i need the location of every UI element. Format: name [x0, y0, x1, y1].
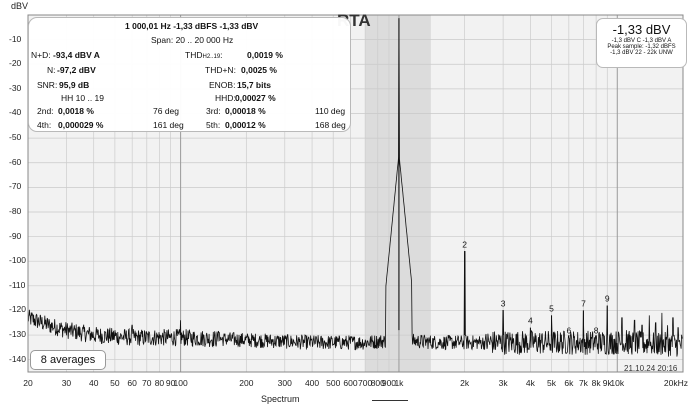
x-tick-label: 100: [173, 378, 188, 388]
thdn-value: 0,0025 %: [241, 65, 277, 75]
harmonic-label: 8: [594, 326, 599, 336]
y-tick-label: -10: [9, 33, 22, 44]
x-tick-label: 6k: [564, 378, 574, 388]
x-tick-label: 50: [110, 378, 120, 388]
harmonic-label: 7: [581, 298, 586, 308]
hh-label: HH 10 .. 19: [61, 93, 104, 103]
y-tick-label: -20: [9, 58, 22, 69]
y-tick-label: -40: [9, 107, 22, 118]
enob-value: 15,7 bits: [237, 80, 272, 90]
thd-value: 0,0019 %: [247, 50, 283, 60]
averages-button[interactable]: 8 averages: [30, 350, 106, 370]
x-tick-label: 90: [165, 378, 176, 388]
x-tick-label: 800: [370, 378, 385, 388]
thdn-label: THD+N:: [205, 65, 236, 75]
enob-label: ENOB:: [209, 80, 236, 90]
x-tick-label: 3k: [498, 378, 508, 388]
h5-label: 5th:: [206, 120, 221, 130]
hhd-label: HHD:: [215, 93, 236, 103]
x-tick-label: 400: [304, 378, 320, 388]
thd-label-sub: H2..19: [202, 54, 221, 60]
x-tick-label: 4k: [525, 378, 535, 388]
spectrum-trace: [27, 18, 684, 357]
y-tick-label: -80: [9, 205, 22, 216]
x-tick-label: 60: [127, 378, 137, 388]
level-line2: -1,3 dBV C -1,3 dBV A: [611, 38, 672, 44]
x-tick-label: 200: [239, 378, 254, 388]
harmonic-label: 4: [528, 316, 533, 326]
x-tick-label: 700: [358, 378, 373, 388]
harmonic-label: 3: [501, 298, 506, 308]
h2-phase: 76 deg: [153, 106, 179, 116]
x-tick-label: 900: [381, 378, 397, 388]
y-tick-label: -60: [9, 156, 22, 167]
n-label: N:: [47, 65, 56, 75]
harmonic-labels: 2 3 4 5 6 7 8 9: [462, 239, 610, 338]
x-tick-label: 600: [343, 378, 358, 388]
h5-phase: 168 deg: [315, 120, 346, 130]
harmonic-label: 9: [605, 294, 610, 304]
h3-label: 3rd:: [206, 106, 221, 116]
legend-line: [372, 400, 408, 401]
y-axis-title: dBV: [11, 1, 29, 11]
snr-value: 95,9 dB: [59, 80, 90, 90]
h5-value: 0,00012 %: [225, 120, 266, 130]
y-tick-label: -100: [9, 255, 27, 266]
x-tick-label: 10k: [610, 378, 625, 388]
x-tick-label: 5k: [547, 378, 557, 388]
h3-phase: 110 deg: [315, 106, 346, 116]
npd-value: -93,4 dBV A: [53, 50, 100, 60]
y-tick-label: -110: [9, 279, 26, 290]
h4-value: 0,000029 %: [58, 120, 104, 130]
x-tick-label: 500: [326, 378, 341, 388]
harmonic-label: 5: [549, 303, 554, 313]
snr-label: SNR:: [37, 80, 58, 90]
x-tick-label: 70: [142, 378, 152, 388]
hhd-value: 0,00027 %: [235, 93, 276, 103]
x-tick-label: 20kHz: [663, 378, 688, 388]
h4-phase: 161 deg: [153, 120, 184, 130]
thd-label: THDH2..19:: [185, 50, 223, 60]
n-value: -97,2 dBV: [57, 65, 96, 75]
x-tick-label: 300: [277, 378, 292, 388]
x-tick-label: 7k: [578, 378, 588, 388]
highlight-band: [365, 15, 431, 372]
y-tick-label: -140: [9, 353, 27, 364]
level-line4: -1,3 dBV 22 - 22k UNW: [610, 50, 673, 56]
npd-label: N+D:: [31, 50, 51, 60]
y-tick-label: -70: [9, 181, 22, 192]
y-tick-label: -120: [9, 304, 27, 315]
x-tick-label: 40: [88, 378, 99, 388]
y-tick-label: -130: [9, 329, 27, 340]
x-axis-title: Spectrum: [261, 394, 300, 404]
measurement-panel: 1 000,01 Hz -1,33 dBFS -1,33 dBV Span: 2…: [28, 17, 351, 132]
y-tick-label: -50: [9, 132, 22, 143]
harmonic-label: 2: [462, 239, 467, 249]
x-tick-label: 1k: [394, 378, 404, 388]
spectrum-line: [27, 18, 684, 357]
x-tick-label: 30: [61, 378, 72, 388]
h2-value: 0,0018 %: [58, 106, 94, 116]
x-tick-label: 9k: [602, 378, 612, 388]
y-tick-label: -90: [9, 230, 22, 241]
h2-label: 2nd:: [37, 106, 54, 116]
level-readout: -1,33 dBV -1,3 dBV C -1,3 dBV A Peak sam…: [596, 18, 687, 68]
span-label: Span: 20 .. 20 000 Hz: [151, 35, 234, 45]
y-tick-label: -30: [9, 82, 22, 93]
h4-label: 4th:: [37, 120, 52, 130]
x-tick-label: 20: [23, 378, 33, 388]
plot-frame: [27, 14, 684, 373]
harmonic-label: 6: [566, 326, 571, 336]
level-line3: Peak sample: -1,32 dBFS: [607, 44, 676, 50]
x-tick-label: 8k: [591, 378, 601, 388]
x-tick-label: 80: [154, 378, 165, 388]
h3-value: 0,00018 %: [225, 106, 266, 116]
thd-label-main: THD: [185, 50, 203, 60]
x-tick-label: 2k: [460, 378, 470, 388]
level-main: -1,33 dBV: [612, 22, 671, 37]
timestamp: 21.10.24 20:16: [624, 364, 678, 373]
panel-header: 1 000,01 Hz -1,33 dBFS -1,33 dBV: [125, 21, 259, 31]
